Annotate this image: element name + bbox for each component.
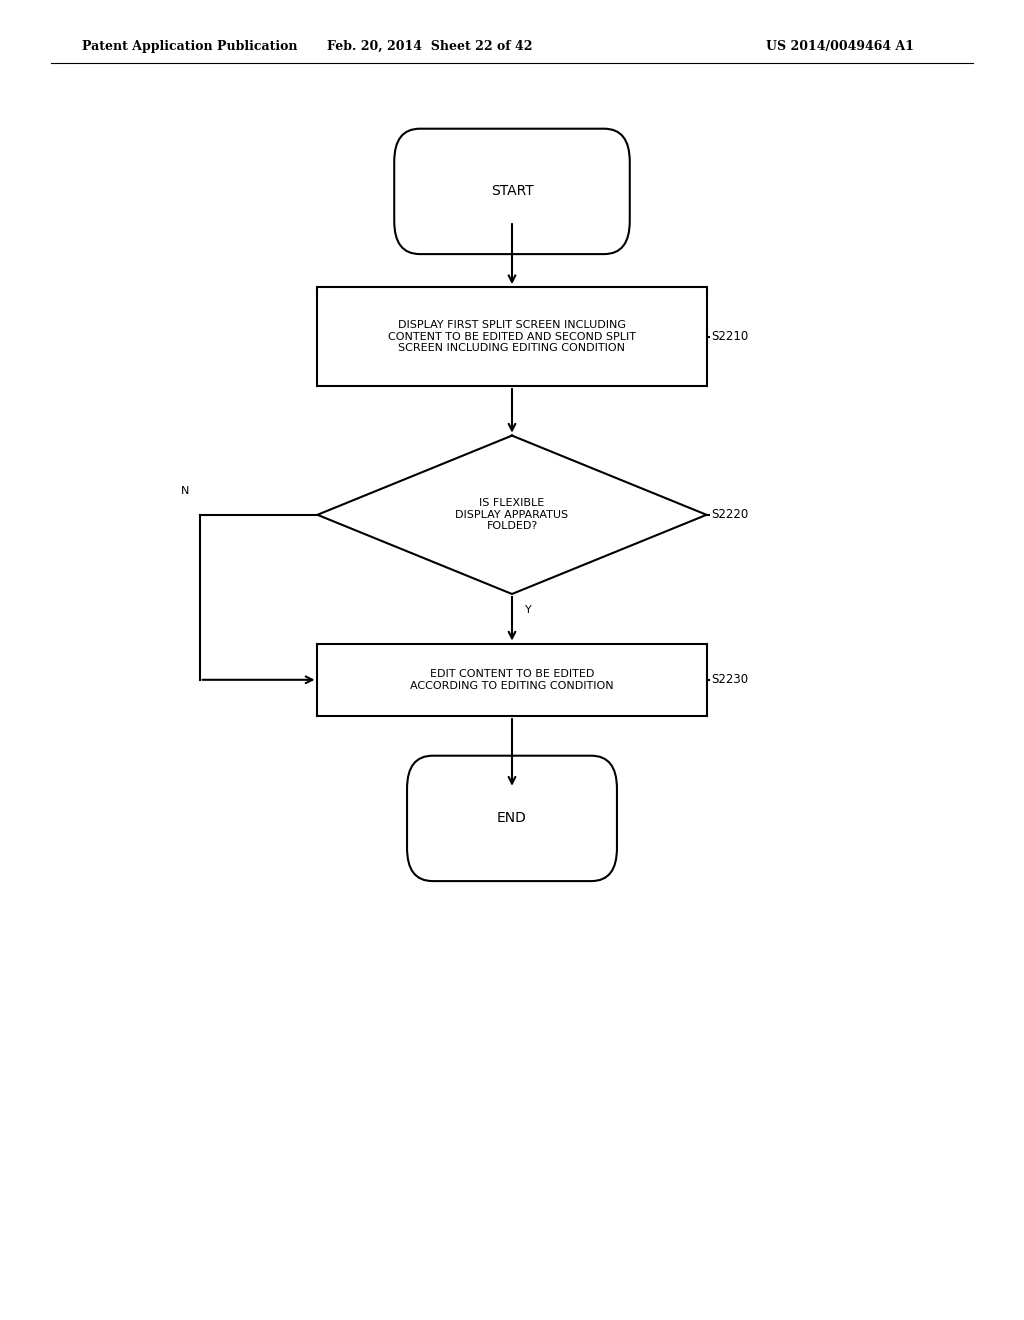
Polygon shape — [317, 436, 707, 594]
Text: S2230: S2230 — [712, 673, 749, 686]
Text: FIG.  22: FIG. 22 — [432, 135, 592, 169]
Text: EDIT CONTENT TO BE EDITED
ACCORDING TO EDITING CONDITION: EDIT CONTENT TO BE EDITED ACCORDING TO E… — [411, 669, 613, 690]
FancyBboxPatch shape — [317, 288, 707, 385]
Text: US 2014/0049464 A1: US 2014/0049464 A1 — [766, 40, 913, 53]
FancyBboxPatch shape — [317, 644, 707, 715]
Text: START: START — [490, 185, 534, 198]
Text: IS FLEXIBLE
DISPLAY APPARATUS
FOLDED?: IS FLEXIBLE DISPLAY APPARATUS FOLDED? — [456, 498, 568, 532]
FancyBboxPatch shape — [407, 755, 616, 882]
Text: S2210: S2210 — [712, 330, 749, 343]
Text: Y: Y — [525, 605, 532, 615]
Text: N: N — [181, 486, 189, 496]
FancyBboxPatch shape — [394, 129, 630, 253]
Text: S2220: S2220 — [712, 508, 749, 521]
Text: Patent Application Publication: Patent Application Publication — [82, 40, 297, 53]
Text: DISPLAY FIRST SPLIT SCREEN INCLUDING
CONTENT TO BE EDITED AND SECOND SPLIT
SCREE: DISPLAY FIRST SPLIT SCREEN INCLUDING CON… — [388, 319, 636, 354]
Text: END: END — [497, 812, 527, 825]
Text: Feb. 20, 2014  Sheet 22 of 42: Feb. 20, 2014 Sheet 22 of 42 — [328, 40, 532, 53]
